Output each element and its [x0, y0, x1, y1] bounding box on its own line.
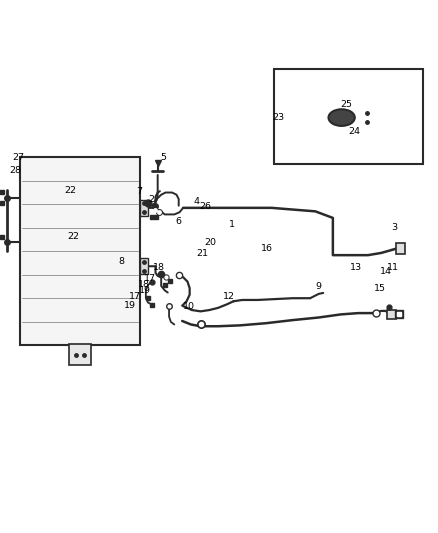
Bar — [140, 200, 148, 216]
Text: 6: 6 — [176, 217, 182, 227]
Bar — [274, 69, 423, 164]
Text: 16: 16 — [261, 244, 273, 253]
Text: 17: 17 — [144, 274, 156, 283]
Text: 22: 22 — [67, 232, 80, 241]
Text: 15: 15 — [374, 284, 386, 293]
Bar — [387, 310, 396, 319]
Ellipse shape — [328, 109, 355, 126]
Text: 19: 19 — [124, 302, 136, 310]
Text: 1: 1 — [229, 220, 235, 229]
Text: 9: 9 — [316, 282, 322, 290]
Text: 28: 28 — [9, 166, 21, 175]
Text: 24: 24 — [348, 127, 360, 136]
Text: 27: 27 — [12, 154, 25, 163]
Text: 14: 14 — [379, 267, 392, 276]
Text: 17: 17 — [129, 292, 141, 301]
Text: 12: 12 — [223, 292, 235, 301]
Text: 25: 25 — [340, 100, 352, 109]
Text: 8: 8 — [119, 257, 125, 266]
Text: 3: 3 — [391, 223, 397, 232]
Text: 10: 10 — [183, 302, 195, 311]
Text: 11: 11 — [387, 263, 399, 272]
Bar — [140, 259, 148, 274]
Text: 18: 18 — [138, 280, 150, 289]
Text: 2: 2 — [148, 196, 154, 205]
Text: 13: 13 — [350, 263, 362, 272]
Text: 21: 21 — [196, 249, 208, 258]
Text: 26: 26 — [199, 201, 211, 211]
Text: 7: 7 — [136, 187, 142, 196]
Text: 4: 4 — [193, 197, 199, 206]
Bar — [20, 157, 140, 345]
Text: 22: 22 — [64, 187, 76, 196]
Text: 20: 20 — [204, 238, 216, 247]
Text: 18: 18 — [152, 263, 165, 272]
Bar — [69, 344, 91, 365]
Bar — [396, 243, 405, 254]
Text: 19: 19 — [138, 286, 151, 295]
Text: 5: 5 — [160, 154, 166, 163]
Text: 23: 23 — [272, 113, 284, 122]
